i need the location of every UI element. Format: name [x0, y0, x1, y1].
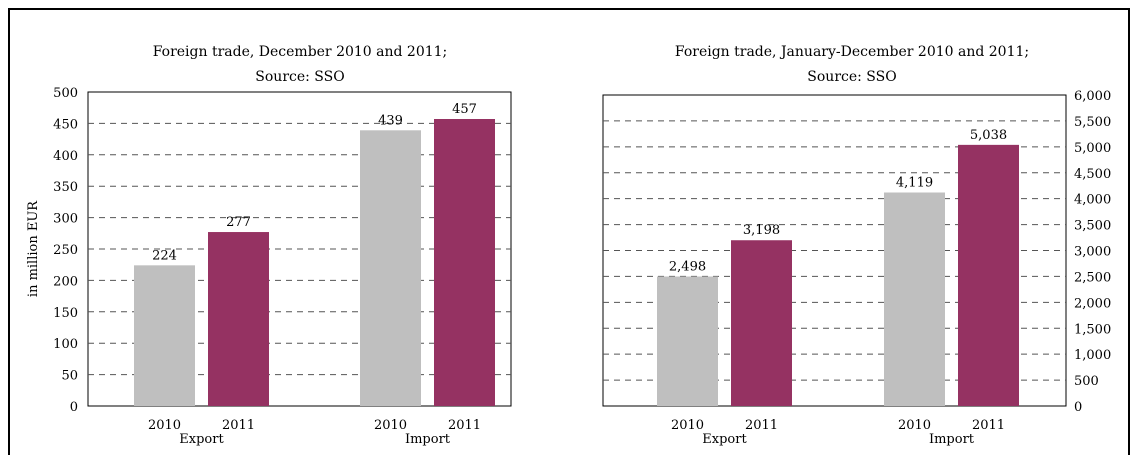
bar-import-2010 [884, 192, 945, 406]
y-tick-label: 350 [53, 180, 78, 195]
x-tick-label: 2010 [148, 418, 181, 433]
bar-export-2011 [208, 232, 269, 406]
x-tick-label: 2011 [448, 418, 481, 433]
y-axis-label: in million EUR [26, 200, 41, 297]
bar-import-2010 [360, 130, 421, 407]
x-tick-label: 2010 [374, 418, 407, 433]
y-tick-label: 1,000 [1074, 348, 1111, 363]
data-label: 457 [452, 102, 477, 117]
bar-import-2011 [958, 144, 1019, 407]
data-label: 2,498 [669, 260, 706, 275]
y-tick-label: 3,000 [1074, 245, 1111, 260]
y-tick-label: 4,500 [1074, 167, 1111, 182]
y-tick-label: 50 [61, 369, 78, 384]
y-tick-label: 4,000 [1074, 193, 1111, 208]
y-tick-label: 450 [53, 117, 78, 132]
data-label: 277 [226, 215, 251, 230]
data-label: 3,198 [743, 223, 780, 238]
chart-title: Foreign trade, December 2010 and 2011; [153, 44, 448, 60]
y-tick-label: 250 [53, 243, 78, 258]
x-group-label: Export [179, 432, 224, 447]
bar-export-2010 [134, 265, 195, 406]
bar-export-2011 [731, 240, 792, 406]
y-tick-label: 150 [53, 306, 78, 321]
bar-import-2011 [434, 119, 495, 406]
x-tick-label: 2010 [898, 418, 931, 433]
data-label: 439 [378, 113, 403, 128]
y-tick-label: 100 [53, 337, 78, 352]
bar-export-2010 [657, 276, 718, 406]
data-label: 4,119 [896, 175, 933, 190]
y-tick-label: 5,500 [1074, 115, 1111, 130]
chart-subtitle: Source: SSO [807, 69, 896, 85]
y-tick-label: 5,000 [1074, 141, 1111, 156]
y-tick-label: 2,500 [1074, 270, 1111, 285]
y-tick-label: 500 [53, 86, 78, 101]
y-tick-label: 300 [53, 212, 78, 227]
y-tick-label: 0 [1074, 400, 1082, 415]
x-tick-label: 2011 [745, 418, 778, 433]
x-tick-label: 2010 [671, 418, 704, 433]
y-tick-label: 3,500 [1074, 219, 1111, 234]
x-group-label: Import [405, 432, 451, 447]
chart-december: Foreign trade, December 2010 and 2011; S… [26, 44, 512, 447]
y-tick-label: 1,500 [1074, 322, 1111, 337]
x-tick-label: 2011 [972, 418, 1005, 433]
chart-subtitle: Source: SSO [255, 69, 344, 85]
y-tick-label: 200 [53, 274, 78, 289]
y-tick-label: 6,000 [1074, 89, 1111, 104]
y-tick-label: 500 [1074, 374, 1099, 389]
data-label: 5,038 [970, 128, 1007, 143]
data-label: 224 [152, 248, 177, 263]
y-tick-label: 0 [70, 400, 78, 415]
x-tick-label: 2011 [222, 418, 255, 433]
chart-title: Foreign trade, January-December 2010 and… [675, 44, 1029, 60]
x-group-label: Import [929, 432, 975, 447]
chart-january-december: Foreign trade, January-December 2010 and… [602, 44, 1111, 447]
x-group-label: Export [702, 432, 747, 447]
y-tick-label: 400 [53, 149, 78, 164]
figure-frame [8, 8, 1130, 455]
y-tick-label: 2,000 [1074, 296, 1111, 311]
